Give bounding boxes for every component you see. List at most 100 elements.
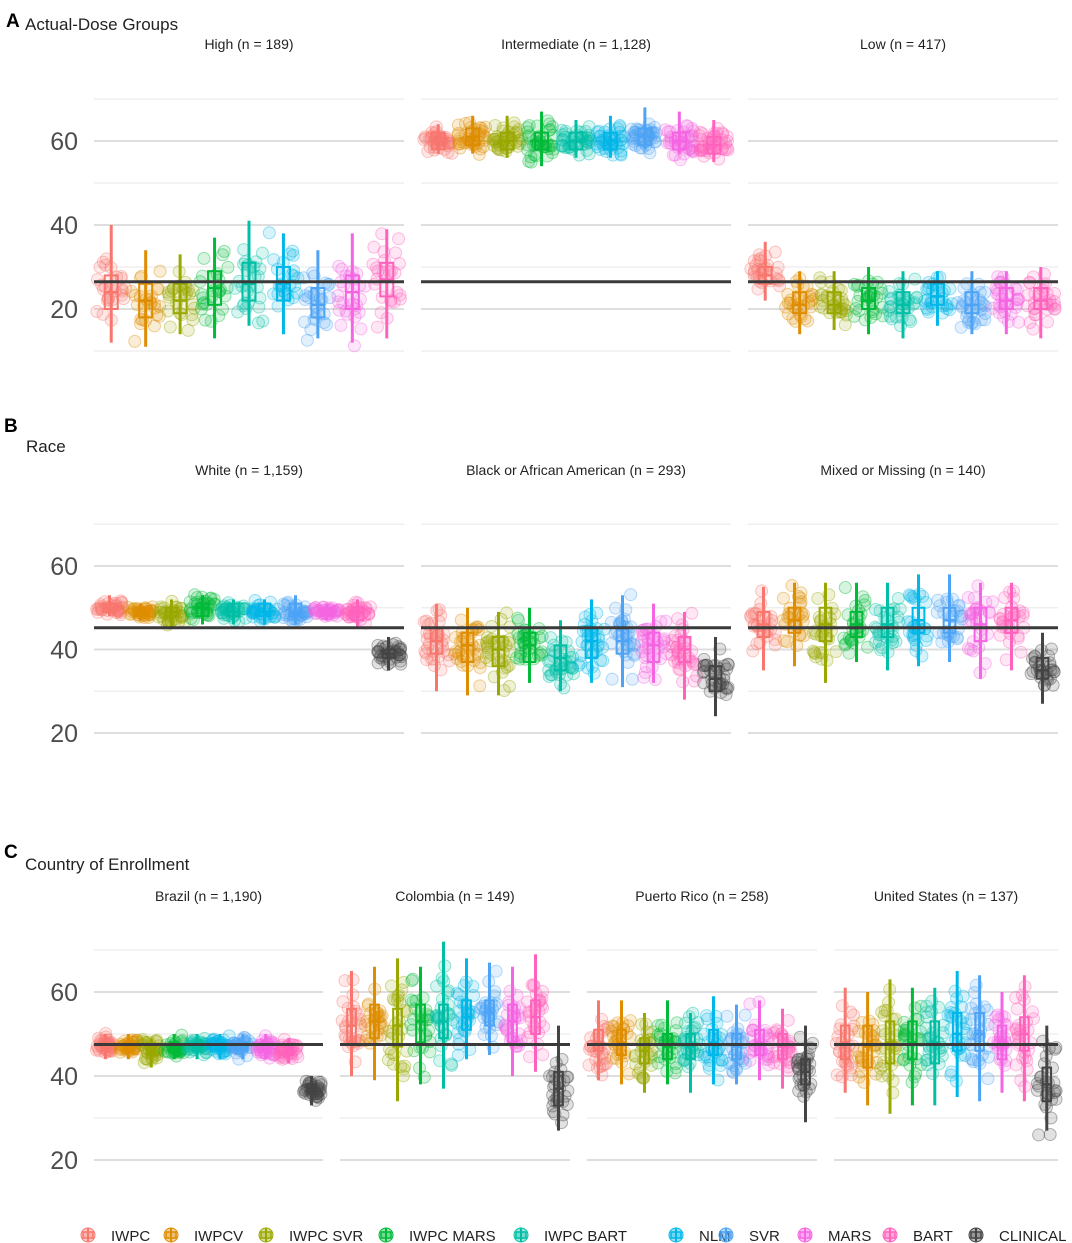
data-point (1037, 678, 1051, 692)
data-point (738, 1008, 752, 1022)
data-point (115, 282, 129, 296)
data-point (583, 133, 597, 147)
model-group-iwpc (744, 241, 787, 301)
section-letter-c: C (4, 842, 18, 863)
data-point (806, 288, 820, 302)
data-point (370, 320, 384, 334)
data-point (954, 320, 968, 334)
data-point (940, 592, 954, 606)
data-point (304, 323, 318, 337)
data-point (611, 141, 625, 155)
data-point (252, 300, 266, 314)
data-point (811, 591, 825, 605)
data-point (801, 314, 815, 328)
data-point (835, 305, 849, 319)
data-point (558, 140, 572, 154)
data-point (147, 319, 161, 333)
data-point (719, 136, 733, 150)
y-tick-label-b-40: 40 (50, 637, 78, 665)
data-point (1014, 645, 1028, 659)
model-group-iwpc-svr (806, 582, 843, 683)
data-point (885, 312, 899, 326)
data-point (353, 292, 367, 306)
data-point (486, 133, 500, 147)
data-point (96, 255, 110, 269)
data-point (500, 606, 514, 620)
data-point (407, 1044, 421, 1058)
model-group-bart (1021, 267, 1062, 339)
box (593, 1028, 604, 1052)
legend-key-box (670, 1231, 682, 1239)
data-point (162, 288, 176, 302)
data-point (777, 634, 791, 648)
section-letter-a: A (6, 11, 20, 32)
data-point (449, 630, 463, 644)
data-point (331, 289, 345, 303)
data-point (368, 277, 382, 291)
data-point (666, 148, 680, 162)
data-point (335, 262, 349, 276)
model-group-iwpc-svr (813, 271, 853, 332)
legend-label-iwpc-mars: IWPC MARS (409, 1228, 496, 1243)
model-group-iwpc (417, 603, 456, 692)
model-group-iwpc-bart (555, 120, 597, 162)
data-point (781, 1013, 795, 1027)
data-point (847, 277, 861, 291)
legend-key-box (260, 1231, 272, 1239)
model-group-iwpc-mars (847, 267, 890, 335)
data-point (1041, 315, 1055, 329)
box (826, 291, 842, 315)
data-point (839, 308, 853, 322)
data-point (693, 144, 707, 158)
data-point (613, 119, 627, 133)
section-title-b: Race (26, 437, 66, 456)
data-point (743, 1053, 757, 1067)
panel-title-a-1: High (n = 189) (204, 36, 293, 52)
data-point (582, 1058, 596, 1072)
legend-label-clinical: CLINICAL (999, 1228, 1067, 1243)
box (998, 287, 1014, 310)
data-point (582, 147, 596, 161)
model-group-mars (331, 233, 372, 353)
data-point (497, 684, 511, 698)
model-group-bart (520, 954, 551, 1072)
data-point (1012, 315, 1026, 329)
model-group-iwpcv (779, 271, 820, 335)
box (257, 602, 272, 618)
data-point (418, 130, 432, 144)
data-point (161, 304, 175, 318)
section-title-a: Actual-Dose Groups (25, 15, 178, 34)
data-point (643, 146, 657, 160)
data-point (605, 672, 619, 686)
data-point (479, 120, 493, 134)
data-point (476, 125, 490, 139)
data-point (696, 143, 710, 157)
data-point (252, 316, 266, 330)
data-point (699, 1009, 713, 1023)
data-point (921, 305, 935, 319)
data-point (649, 126, 663, 140)
data-point (1021, 288, 1035, 302)
data-point (347, 339, 361, 353)
data-point (751, 282, 765, 296)
data-point (627, 134, 641, 148)
data-point (910, 290, 924, 304)
data-point (804, 300, 818, 314)
data-point (696, 141, 710, 155)
y-tick-label-b-60: 60 (50, 553, 78, 581)
marks-layer (89, 107, 1063, 1142)
data-point (523, 1050, 537, 1064)
data-point (721, 657, 735, 671)
model-group-svr (604, 588, 642, 688)
data-point (904, 314, 918, 328)
model-group-iwpcv (451, 115, 493, 161)
data-point (256, 314, 270, 328)
legend-label-iwpc-svr: IWPC SVR (289, 1228, 363, 1243)
data-point (555, 123, 569, 137)
data-point (614, 147, 628, 161)
data-point (1011, 631, 1025, 645)
data-point (451, 1048, 465, 1062)
data-point (392, 232, 406, 246)
data-point (589, 137, 603, 151)
legend-key-box (380, 1231, 392, 1239)
